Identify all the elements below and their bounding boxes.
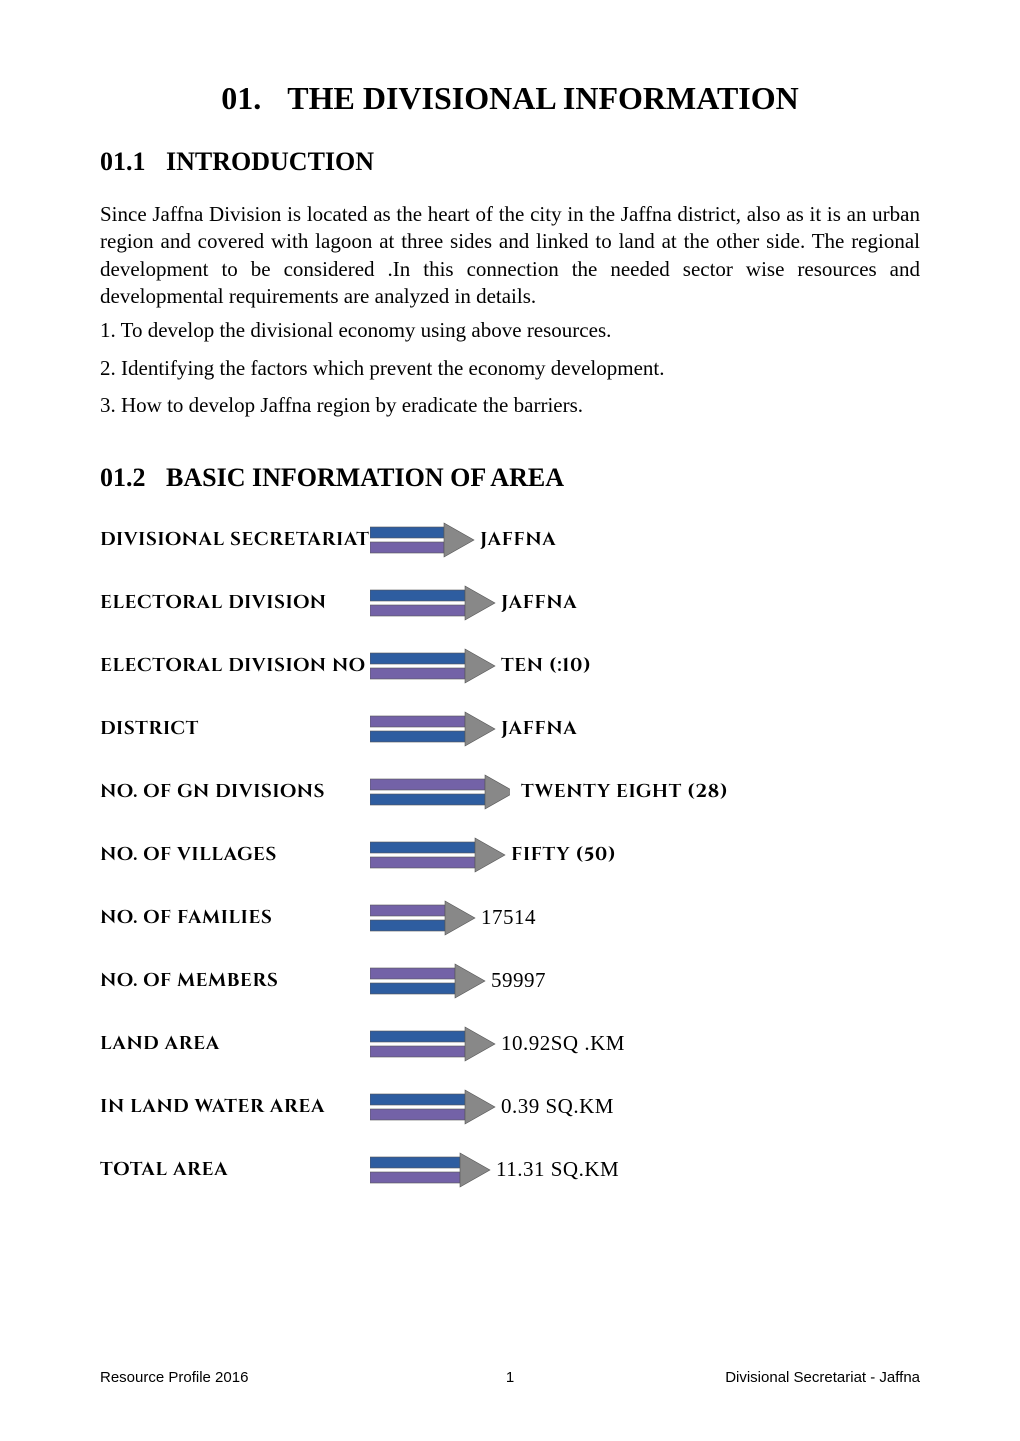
arrow-icon <box>370 706 510 752</box>
arrow-icon <box>370 832 510 878</box>
arrow-block <box>370 895 479 941</box>
section-number: 01.1 <box>100 147 160 176</box>
intro-list: 1. To develop the divisional economy usi… <box>100 314 920 423</box>
section-text: BASIC INFORMATION OF AREA <box>166 463 564 492</box>
intro-paragraph: Since Jaffna Division is located as the … <box>100 201 920 310</box>
info-label: TOTAL AREA <box>100 1157 370 1183</box>
arrow-block <box>370 1147 494 1193</box>
info-value: 11.31 SQ.KM <box>494 1157 619 1182</box>
info-row: TOTAL AREA 11.31 SQ.KM <box>100 1147 920 1193</box>
info-label: NO. OF GN DIVISIONS <box>100 779 370 805</box>
footer: Resource Profile 2016 1 Divisional Secre… <box>100 1369 920 1386</box>
arrow-icon <box>370 580 510 626</box>
arrow-icon <box>370 1084 510 1130</box>
info-row: NO. OF VILLAGES FIFTY (50) <box>100 832 920 878</box>
title-number: 01. <box>221 80 261 116</box>
info-value: TEN (:10) <box>499 653 591 679</box>
arrow-icon <box>370 1147 510 1193</box>
list-item: 1. To develop the divisional economy usi… <box>100 314 920 348</box>
arrow-block <box>370 580 499 626</box>
section-01-2-title: 01.2 BASIC INFORMATION OF AREA <box>100 463 920 493</box>
info-value: TWENTY EIGHT (28) <box>519 779 728 805</box>
info-label: NO. OF VILLAGES <box>100 842 370 868</box>
info-label: NO. OF MEMBERS <box>100 968 370 994</box>
title-text: THE DIVISIONAL INFORMATION <box>269 80 798 116</box>
footer-left: Resource Profile 2016 <box>100 1369 248 1386</box>
basic-info-block: DIVISIONAL SECRETARIAT JAFFNAELECTORAL D… <box>100 517 920 1193</box>
info-value: 17514 <box>479 905 536 930</box>
info-label: ELECTORAL DIVISION <box>100 590 370 616</box>
page: 01. THE DIVISIONAL INFORMATION 01.1 INTR… <box>0 0 1020 1441</box>
info-value: JAFFNA <box>478 527 556 553</box>
arrow-block <box>370 643 499 689</box>
arrow-block <box>370 769 519 815</box>
info-value: 0.39 SQ.KM <box>499 1094 614 1119</box>
info-row: NO. OF FAMILIES 17514 <box>100 895 920 941</box>
list-item: 3. How to develop Jaffna region by eradi… <box>100 389 920 423</box>
info-label: DIVISIONAL SECRETARIAT <box>100 527 370 553</box>
info-value: 10.92SQ .KM <box>499 1031 625 1056</box>
info-row: DIVISIONAL SECRETARIAT JAFFNA <box>100 517 920 563</box>
info-row: DISTRICT JAFFNA <box>100 706 920 752</box>
info-label: IN LAND WATER AREA <box>100 1094 370 1120</box>
arrow-block <box>370 832 509 878</box>
info-value: 59997 <box>489 968 546 993</box>
section-number: 01.2 <box>100 463 160 492</box>
info-label: ELECTORAL DIVISION NO <box>100 653 370 679</box>
info-row: LAND AREA 10.92SQ .KM <box>100 1021 920 1067</box>
info-row: ELECTORAL DIVISION JAFFNA <box>100 580 920 626</box>
list-item: 2. Identifying the factors which prevent… <box>100 352 920 386</box>
footer-page-number: 1 <box>506 1369 514 1386</box>
info-label: DISTRICT <box>100 716 370 742</box>
arrow-icon <box>370 1021 510 1067</box>
arrow-icon <box>370 643 510 689</box>
info-row: IN LAND WATER AREA 0.39 SQ.KM <box>100 1084 920 1130</box>
arrow-block <box>370 1021 499 1067</box>
info-label: NO. OF FAMILIES <box>100 905 370 931</box>
arrow-block <box>370 706 499 752</box>
info-row: NO. OF GN DIVISIONS TWENTY EIGHT (28) <box>100 769 920 815</box>
info-value: FIFTY (50) <box>509 842 616 868</box>
arrow-block <box>370 517 478 563</box>
footer-right: Divisional Secretariat - Jaffna <box>725 1369 920 1386</box>
arrow-block <box>370 958 489 1004</box>
main-title: 01. THE DIVISIONAL INFORMATION <box>100 80 920 117</box>
arrow-block <box>370 1084 499 1130</box>
info-value: JAFFNA <box>499 716 577 742</box>
info-row: ELECTORAL DIVISION NO TEN (:10) <box>100 643 920 689</box>
info-value: JAFFNA <box>499 590 577 616</box>
arrow-icon <box>370 769 510 815</box>
section-text: INTRODUCTION <box>166 147 374 176</box>
info-row: NO. OF MEMBERS 59997 <box>100 958 920 1004</box>
info-label: LAND AREA <box>100 1031 370 1057</box>
section-01-1-title: 01.1 INTRODUCTION <box>100 147 920 177</box>
